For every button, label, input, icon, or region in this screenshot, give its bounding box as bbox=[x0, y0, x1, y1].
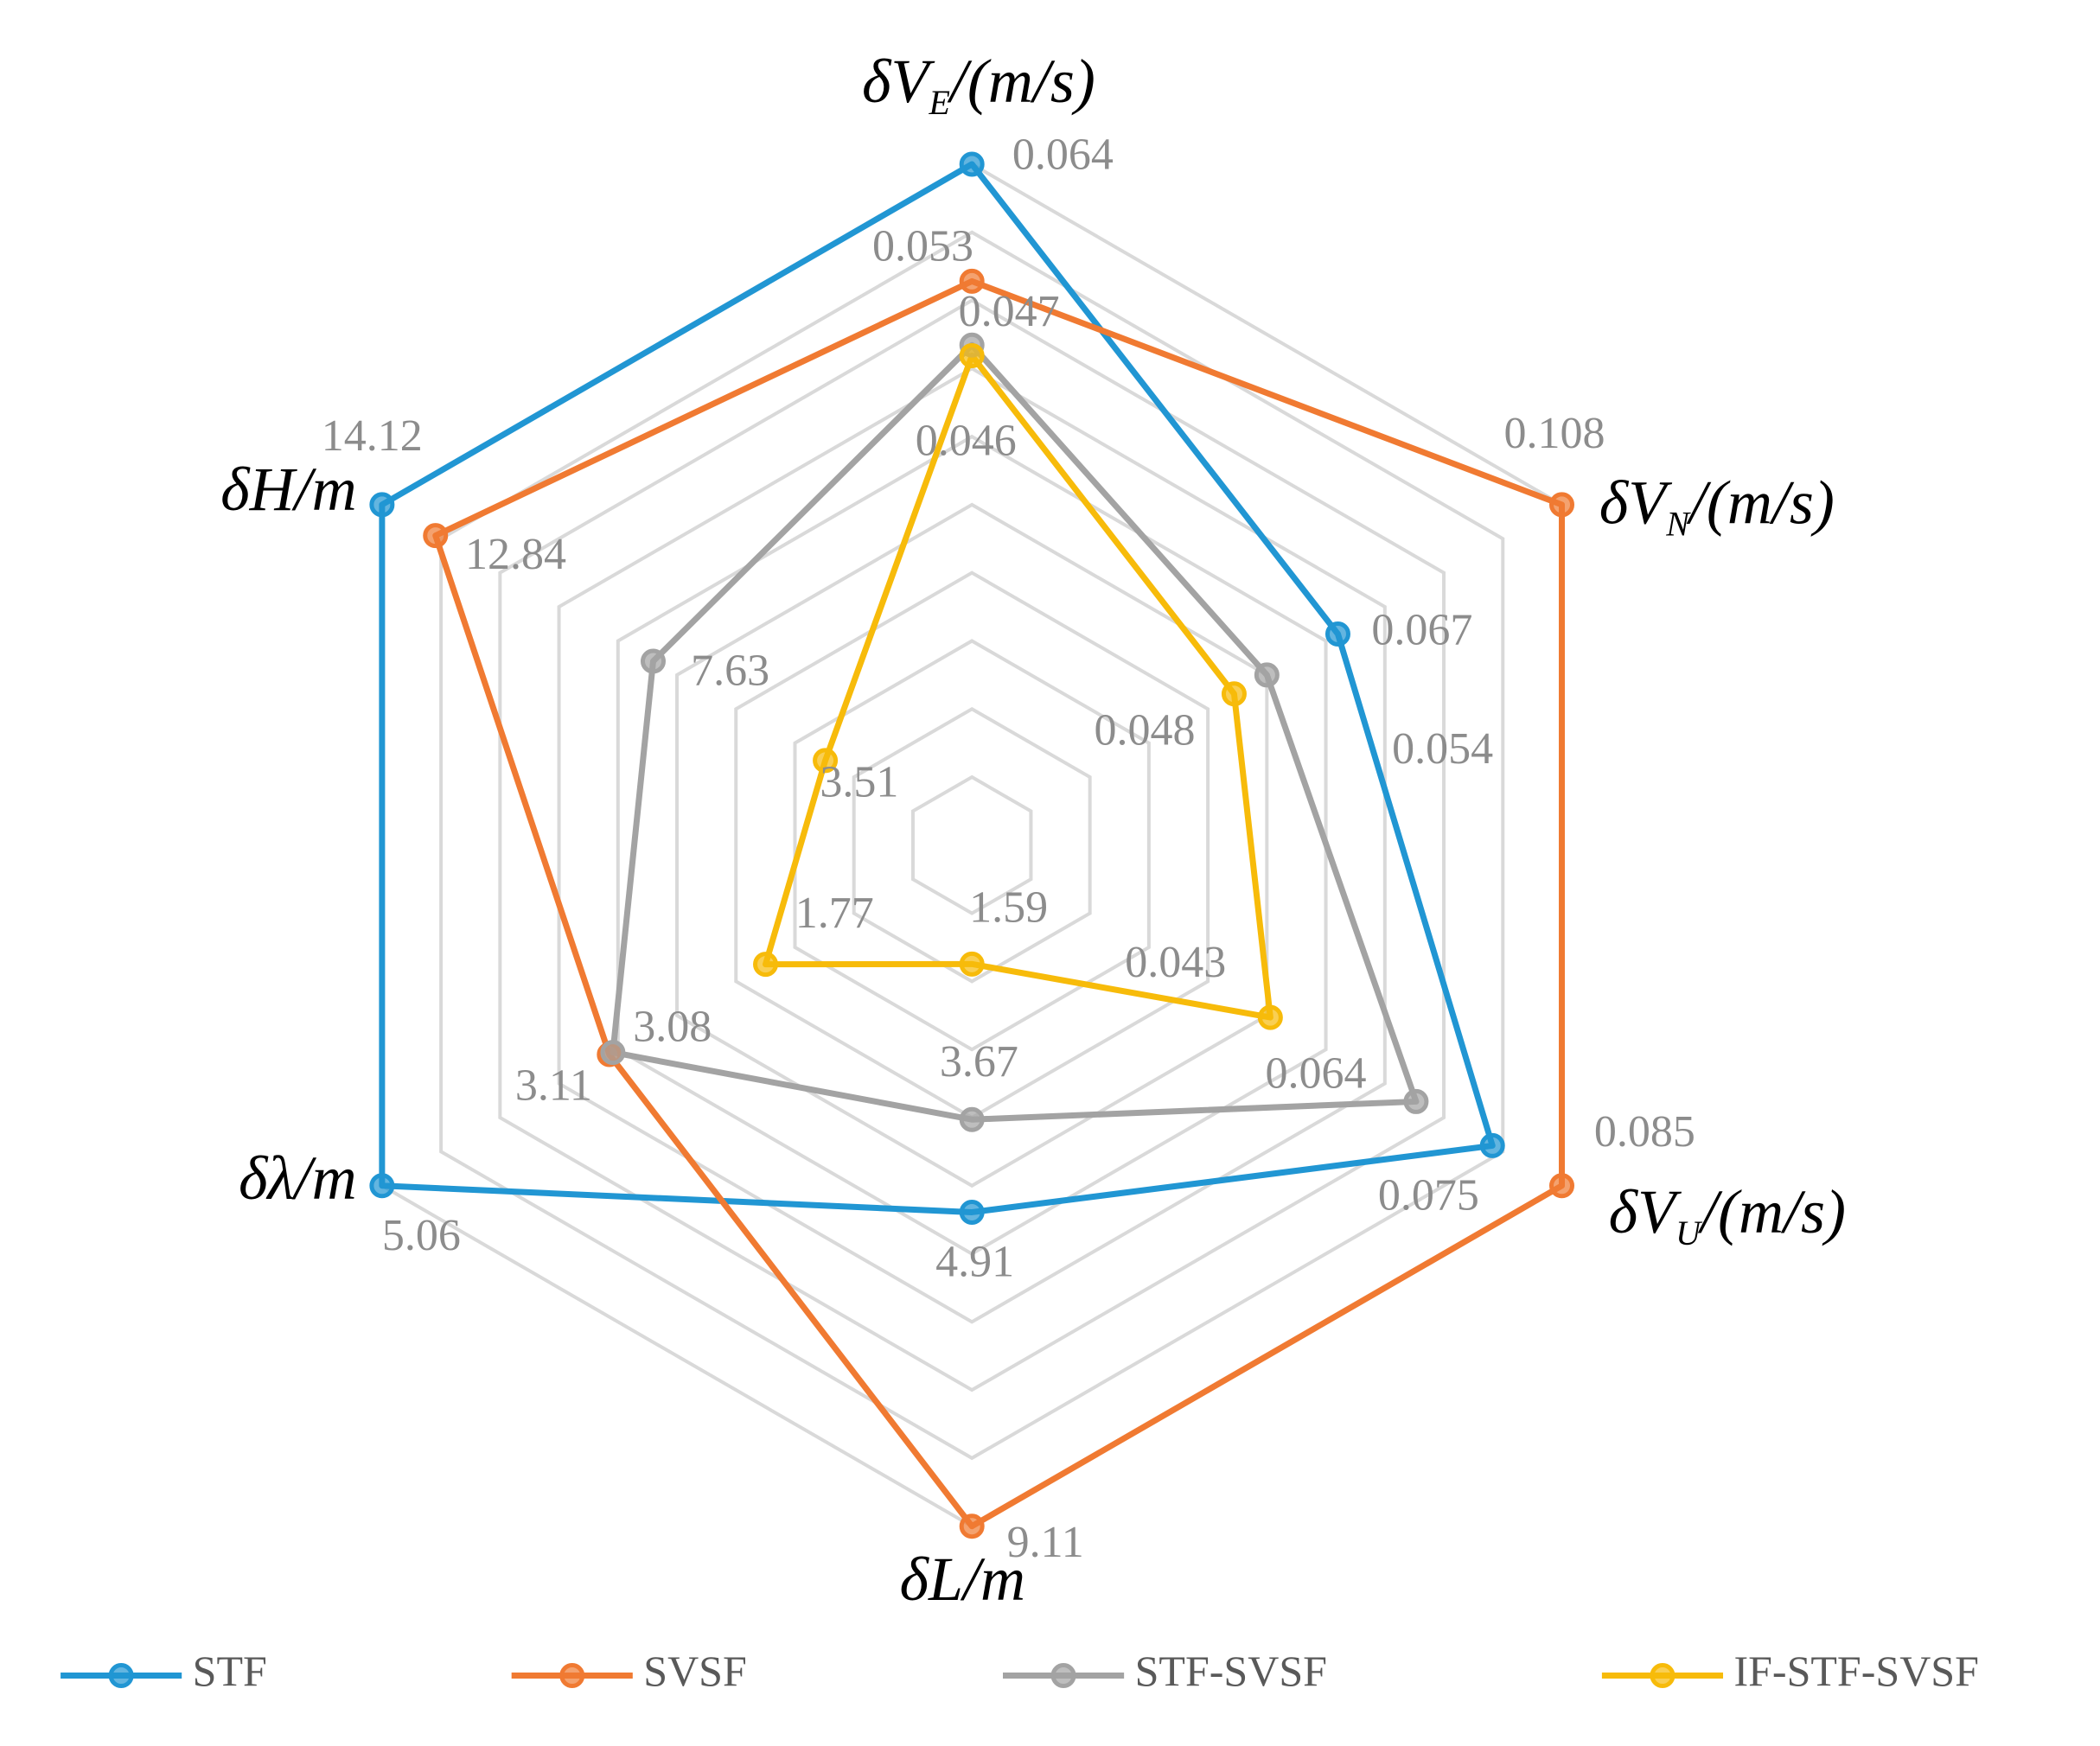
data-point bbox=[959, 1106, 985, 1132]
axis-title: δH/m bbox=[220, 455, 356, 524]
data-point bbox=[600, 1040, 626, 1066]
data-point bbox=[1257, 1004, 1283, 1030]
legend-marker bbox=[559, 1663, 585, 1689]
axis-title-unit: /(m/s) bbox=[1686, 468, 1835, 537]
data-label: 0.047 bbox=[959, 287, 1060, 336]
legend-marker bbox=[108, 1663, 134, 1689]
data-point bbox=[753, 952, 779, 978]
data-point bbox=[813, 748, 839, 774]
data-point bbox=[1403, 1088, 1429, 1114]
data-label: 3.11 bbox=[515, 1061, 592, 1110]
grid-ring bbox=[498, 298, 1446, 1392]
data-point bbox=[1254, 662, 1280, 688]
data-label: 7.63 bbox=[691, 646, 769, 695]
data-label: 0.048 bbox=[1095, 705, 1196, 755]
axis-title-unit: /m bbox=[960, 1545, 1025, 1614]
data-point bbox=[640, 648, 666, 674]
data-point bbox=[959, 151, 985, 177]
data-label: 14.12 bbox=[322, 411, 423, 461]
axis-title-label: δH bbox=[220, 455, 297, 524]
data-point bbox=[959, 343, 985, 369]
data-label: 12.84 bbox=[465, 530, 566, 579]
axis-title-subscript: N bbox=[1665, 505, 1691, 544]
axis-title-label: δV bbox=[1609, 1177, 1682, 1246]
grid-ring bbox=[793, 639, 1151, 1052]
axis-title-unit: /m bbox=[291, 455, 357, 524]
legend-label: STF bbox=[193, 1647, 267, 1695]
axis-title-label: δV bbox=[862, 47, 935, 116]
data-point bbox=[959, 1513, 985, 1539]
data-label: 0.053 bbox=[872, 222, 973, 271]
data-point bbox=[1549, 492, 1575, 518]
data-point bbox=[369, 1173, 395, 1199]
data-point bbox=[1479, 1132, 1505, 1158]
data-label: 3.67 bbox=[940, 1037, 1018, 1086]
data-label: 9.11 bbox=[1007, 1518, 1084, 1567]
grid-ring bbox=[557, 366, 1387, 1324]
axis-title-label: δλ bbox=[239, 1144, 295, 1213]
data-point bbox=[369, 492, 395, 518]
data-point bbox=[1549, 1173, 1575, 1199]
data-point bbox=[1221, 681, 1247, 707]
grid-ring bbox=[852, 706, 1092, 984]
data-label: 0.085 bbox=[1594, 1107, 1695, 1157]
data-label: 4.91 bbox=[935, 1238, 1014, 1287]
legend-marker bbox=[1650, 1663, 1676, 1689]
axis-title-unit: /(m/s) bbox=[1697, 1177, 1846, 1246]
legend-label: SVSF bbox=[643, 1647, 747, 1695]
data-point bbox=[959, 268, 985, 294]
axis-title-unit: /m bbox=[291, 1144, 357, 1213]
grid-ring bbox=[734, 570, 1210, 1120]
data-label: 0.043 bbox=[1125, 938, 1226, 987]
data-label: 3.51 bbox=[820, 757, 898, 806]
legend-label: IF-STF-SVSF bbox=[1733, 1647, 1978, 1695]
axis-title-subscript: U bbox=[1676, 1214, 1703, 1252]
axis-title: δVU/(m/s) bbox=[1609, 1177, 1846, 1253]
axis-title: δVE/(m/s) bbox=[862, 47, 1095, 123]
data-point bbox=[1324, 621, 1350, 647]
axis-title: δλ/m bbox=[239, 1144, 357, 1213]
legend-label: STF-SVSF bbox=[1135, 1647, 1327, 1695]
axis-title: δL/m bbox=[900, 1545, 1026, 1614]
data-label: 0.064 bbox=[1012, 131, 1114, 180]
axis-title-label: δL bbox=[900, 1545, 964, 1614]
data-label: 0.046 bbox=[916, 416, 1017, 465]
data-point bbox=[959, 951, 985, 977]
grid-ring bbox=[616, 434, 1328, 1256]
axis-title-label: δV bbox=[1599, 468, 1672, 537]
legend-marker bbox=[1050, 1663, 1076, 1689]
axis-title-subscript: E bbox=[928, 83, 949, 122]
data-label: 0.075 bbox=[1378, 1171, 1479, 1220]
data-label: 0.064 bbox=[1266, 1048, 1367, 1098]
data-label: 0.054 bbox=[1392, 724, 1493, 774]
data-point bbox=[423, 523, 449, 549]
grid-ring bbox=[910, 774, 1033, 915]
data-label: 3.08 bbox=[633, 1003, 712, 1052]
axis-title: δVN/(m/s) bbox=[1599, 468, 1835, 544]
data-point bbox=[959, 1199, 985, 1225]
data-label: 5.06 bbox=[382, 1211, 461, 1260]
axis-title-unit: /(m/s) bbox=[947, 47, 1095, 116]
data-label: 1.59 bbox=[969, 883, 1048, 933]
data-label: 0.108 bbox=[1504, 409, 1605, 458]
data-label: 1.77 bbox=[795, 889, 874, 938]
data-label: 0.067 bbox=[1371, 605, 1472, 654]
